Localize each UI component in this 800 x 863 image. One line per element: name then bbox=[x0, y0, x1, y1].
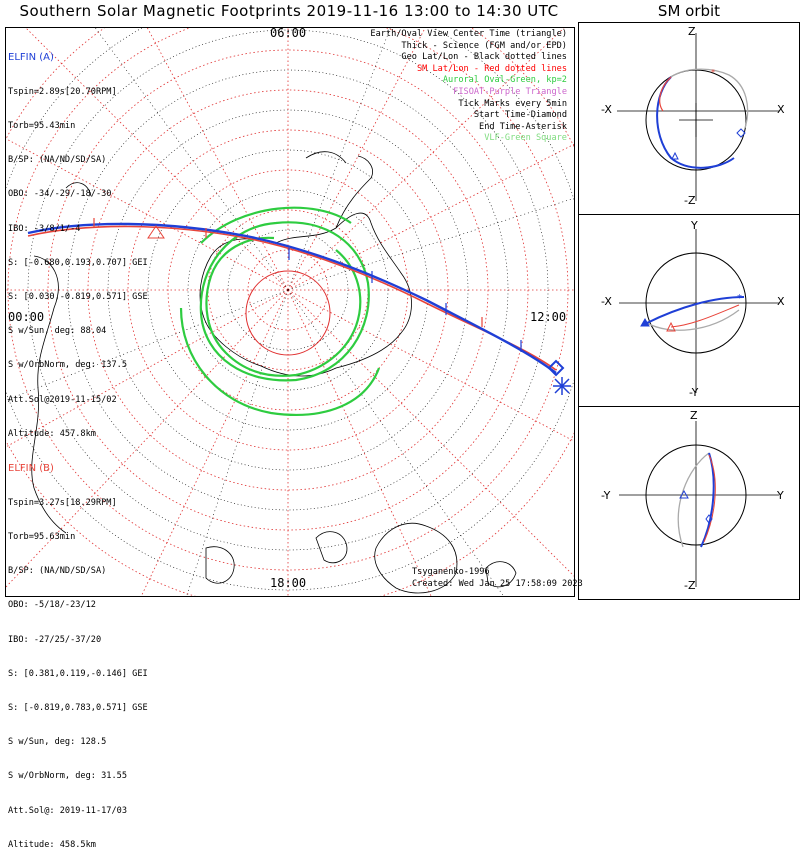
elfin-b-line: B/SP: (NA/ND/SD/SA) bbox=[8, 566, 107, 577]
orbit-panel-xy: * Y -Y -X X bbox=[578, 214, 800, 407]
clock-label-top: 06:00 bbox=[270, 27, 307, 40]
elfin-a-line: OBO: -34/-29/-18/-30 bbox=[8, 189, 112, 200]
elfin-a-header: ELFIN (A) bbox=[8, 51, 54, 63]
elfin-a-line: Altitude: 457.8km bbox=[8, 428, 96, 439]
elfin-b-center-triangle bbox=[147, 225, 165, 239]
elfin-a-info: ELFIN (A) Tspin=2.89s[20.70RPM] Torb=95.… bbox=[8, 29, 148, 452]
elfin-a-tick-marks bbox=[288, 248, 522, 352]
axis-label: -Z bbox=[684, 194, 696, 207]
axis-label: -X bbox=[601, 295, 612, 308]
axis-label: Y bbox=[691, 219, 698, 232]
legend-item: Earth/Oval View Center Time (triangle) bbox=[370, 29, 567, 39]
axis-label: Y bbox=[777, 489, 784, 502]
elfin-a-start-diamond bbox=[547, 359, 565, 377]
elfin-b-line: S w/OrbNorm, deg: 31.55 bbox=[8, 771, 127, 782]
svg-text:*: * bbox=[737, 293, 742, 304]
elfin-b-line: S: [-0.819,0.783,0.571] GSE bbox=[8, 702, 148, 713]
axis-label: -Y bbox=[601, 489, 611, 502]
orbit-xy-svg: * bbox=[619, 229, 779, 393]
orbit-title: SM orbit bbox=[657, 2, 721, 20]
orbit-panel-yz: Z -Z -Y Y bbox=[578, 406, 800, 600]
legend-item: VLF-Green Square bbox=[484, 133, 567, 144]
elfin-a-end-asterisk bbox=[553, 377, 571, 395]
elfin-b-line: S: [0.381,0.119,-0.146] GEI bbox=[8, 668, 148, 679]
polar-footprint-map: 06:00 18:00 00:00 12:00 bbox=[5, 27, 575, 597]
elfin-a-track bbox=[27, 222, 557, 374]
svg-text:*: * bbox=[711, 68, 715, 77]
axis-label: X bbox=[777, 295, 785, 308]
elfin-a-line: Torb=95.43min bbox=[8, 120, 76, 131]
clock-label-left: 00:00 bbox=[8, 310, 45, 324]
axis-label: -X bbox=[601, 103, 612, 116]
elfin-b-line: Altitude: 458.5km bbox=[8, 839, 96, 850]
legend-item: End Time-Asterisk bbox=[479, 121, 567, 132]
footer: Tsyganenko-1996 Created: Wed Jan 25 17:5… bbox=[412, 566, 583, 590]
polar-map-svg bbox=[6, 28, 574, 596]
clock-label-right: 12:00 bbox=[530, 310, 567, 324]
axis-label: -Y bbox=[689, 386, 699, 399]
elfin-b-line: IBO: -27/25/-37/20 bbox=[8, 634, 102, 645]
axis-label: Z bbox=[688, 25, 696, 38]
created-label: Created: Wed Jan 25 17:58:09 2023 bbox=[412, 579, 583, 589]
elfin-b-line: Tspin=3.27s[18.29RPM] bbox=[8, 497, 117, 508]
elfin-b-info: ELFIN (B) Tspin=3.27s[18.29RPM] Torb=95.… bbox=[8, 440, 148, 863]
axis-label: Z bbox=[690, 409, 698, 422]
orbit-yz-svg bbox=[619, 421, 779, 587]
legend-item: SM Lat/Lon - Red dotted lines bbox=[416, 63, 567, 74]
clock-label-bottom: 18:00 bbox=[270, 576, 307, 590]
elfin-a-line: S w/OrbNorm, deg: 137.5 bbox=[8, 360, 127, 371]
orbit-panel-xz: * Z -Z -X X bbox=[578, 22, 800, 215]
elfin-a-line: S: [0.030,-0.819,0.571] GSE bbox=[8, 291, 148, 302]
elfin-b-line: S w/Sun, deg: 128.5 bbox=[8, 737, 107, 748]
elfin-a-line: B/SP: (NA/ND/SD/SA) bbox=[8, 155, 107, 166]
axis-label: -Z bbox=[684, 579, 696, 592]
elfin-b-line: OBO: -5/18/-23/12 bbox=[8, 600, 96, 611]
orbit-xz-svg: * bbox=[617, 33, 779, 201]
continent-outlines bbox=[31, 151, 517, 594]
elfin-a-line: IBO: -3/8/1/-4 bbox=[8, 223, 81, 234]
elfin-a-line: S w/Sun, deg: 88.04 bbox=[8, 326, 107, 337]
elfin-b-line: Att.Sol@: 2019-11-17/03 bbox=[8, 805, 127, 816]
legend-item: FISOAT-Purple Triangle bbox=[453, 86, 567, 97]
elfin-b-line: Torb=95.63min bbox=[8, 531, 76, 542]
legend-item: Auroral Oval-Green, kp=2 bbox=[442, 75, 567, 86]
legend-item: Thick - Science (FGM and/or EPD) bbox=[401, 40, 567, 51]
elfin-a-line: S: [-0.680,0.193,0.707] GEI bbox=[8, 257, 148, 268]
legend: Earth/Oval View Center Time (triangle) T… bbox=[370, 29, 567, 145]
axis-label: X bbox=[777, 103, 785, 116]
elfin-a-line: Tspin=2.89s[20.70RPM] bbox=[8, 86, 117, 97]
figure-title: Southern Solar Magnetic Footprints 2019-… bbox=[19, 2, 559, 20]
legend-item: Start Time-Diamond bbox=[473, 110, 567, 121]
elfin-b-tick-marks bbox=[93, 218, 483, 327]
model-label: Tsyganenko-1996 bbox=[412, 567, 490, 577]
legend-item: Tick Marks every 5min bbox=[458, 98, 567, 109]
elfin-a-line: Att.Sol@2019-11-15/02 bbox=[8, 394, 117, 405]
sm-pole-circle bbox=[245, 270, 331, 356]
elfin-b-header: ELFIN (B) bbox=[8, 462, 54, 474]
legend-item: Geo Lat/Lon - Black dotted lines bbox=[401, 52, 567, 63]
